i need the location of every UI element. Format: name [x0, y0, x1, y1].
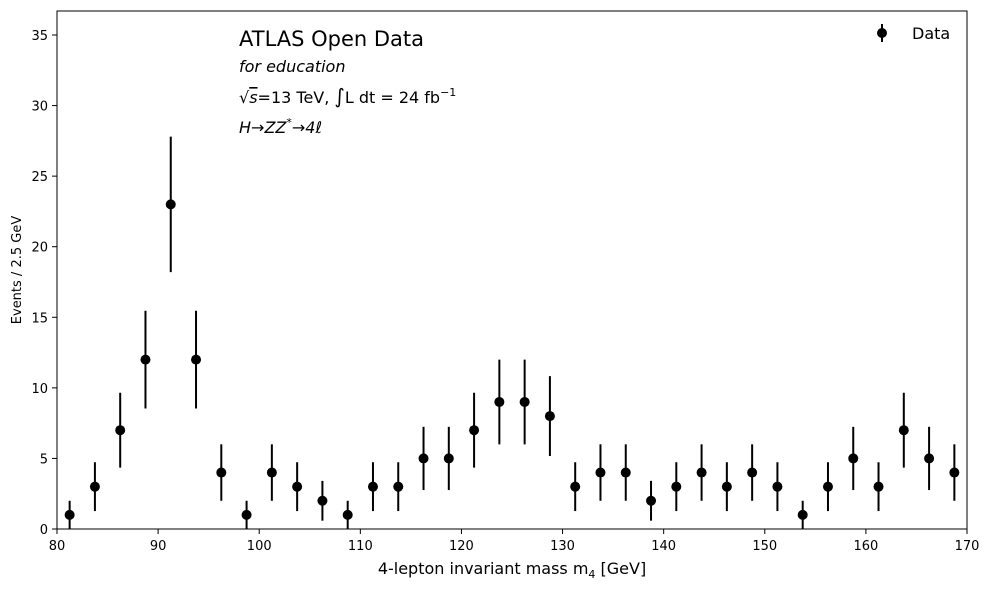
data-point: [570, 481, 581, 492]
y-tick-label: 10: [31, 382, 48, 397]
data-point: [418, 453, 429, 464]
data-point: [747, 467, 758, 478]
x-axis-ticks: 80 90 100 110 120 130 140 150 160 170: [49, 529, 980, 554]
plot-frame: [56, 10, 968, 530]
data-point: [191, 354, 202, 365]
y-tick-label: 15: [31, 311, 48, 326]
data-point: [544, 411, 555, 422]
x-tick-label: 160: [853, 539, 878, 554]
x-tick-label: 120: [449, 539, 474, 554]
legend: Data: [877, 24, 950, 43]
data-point: [519, 396, 530, 407]
data-point: [898, 425, 909, 436]
y-tick-label: 25: [31, 170, 48, 185]
annotation-energy-lumi: √s=13 TeV, ∫L dt = 24 fb−1: [239, 84, 456, 108]
x-tick-label: 140: [651, 539, 676, 554]
y-axis-title: Events / 2.5 GeV: [10, 216, 25, 325]
data-point: [772, 481, 783, 492]
data-point: [848, 453, 859, 464]
x-tick-label: 150: [752, 539, 777, 554]
data-point: [646, 495, 657, 506]
x-tick-label: 170: [955, 539, 980, 554]
x-axis-title: 4-lepton invariant mass m4 [GeV]: [378, 559, 646, 581]
y-tick-label: 20: [31, 241, 48, 256]
annotation-subtitle: for education: [239, 57, 345, 76]
data-point: [342, 509, 353, 520]
y-tick-label: 35: [31, 29, 48, 44]
y-tick-label: 5: [40, 452, 48, 467]
data-point: [822, 481, 833, 492]
data-point: [292, 481, 303, 492]
data-point: [696, 467, 707, 478]
data-point: [949, 467, 960, 478]
data-point: [924, 453, 935, 464]
data-point: [797, 509, 808, 520]
annotation-process: H→ZZ*→4ℓ: [239, 116, 322, 137]
x-tick-label: 110: [348, 539, 373, 554]
data-point: [721, 481, 732, 492]
data-point: [64, 509, 75, 520]
x-tick-label: 90: [150, 539, 167, 554]
y-axis-ticks: 0 5 10 15 20 25 30 35: [31, 29, 57, 538]
data-point: [216, 467, 227, 478]
data-point: [494, 396, 505, 407]
legend-label-data: Data: [912, 24, 950, 43]
data-point: [469, 425, 480, 436]
data-point: [393, 481, 404, 492]
y-tick-label: 30: [31, 100, 48, 115]
data-point: [873, 481, 884, 492]
data-point: [241, 509, 252, 520]
x-tick-label: 130: [550, 539, 575, 554]
data-point: [367, 481, 378, 492]
x-tick-label: 80: [49, 539, 66, 554]
data-point: [671, 481, 682, 492]
data-points: [64, 136, 960, 529]
data-point: [620, 467, 631, 478]
y-tick-label: 0: [40, 523, 48, 538]
data-point: [140, 354, 151, 365]
data-point: [443, 453, 454, 464]
annotation-title: ATLAS Open Data: [239, 27, 424, 51]
data-point: [266, 467, 277, 478]
x-tick-label: 100: [247, 539, 272, 554]
data-point: [165, 199, 176, 210]
data-point: [89, 481, 100, 492]
data-point: [595, 467, 606, 478]
data-point: [317, 495, 328, 506]
legend-point-marker: [877, 28, 887, 38]
data-point: [115, 425, 126, 436]
